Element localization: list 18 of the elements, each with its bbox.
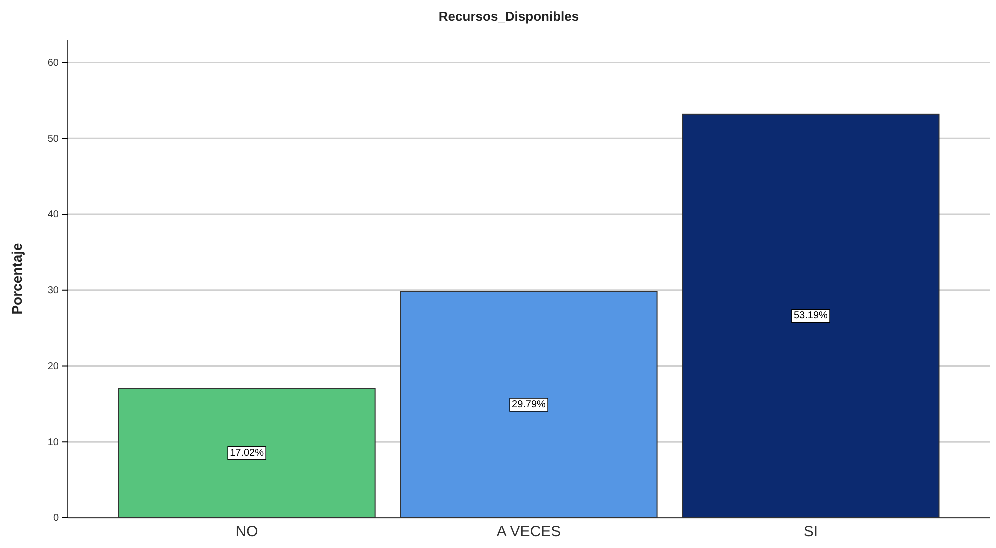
y-tick-label: 20 bbox=[48, 361, 60, 372]
x-tick-label: SI bbox=[804, 524, 818, 541]
y-tick-label: 30 bbox=[48, 286, 60, 297]
bar bbox=[118, 388, 376, 518]
y-axis-title: Porcentaje bbox=[9, 242, 25, 315]
bar bbox=[682, 114, 940, 518]
data-label: 29.79% bbox=[512, 399, 546, 410]
y-tick-label: 10 bbox=[48, 437, 60, 448]
y-tick-label: 50 bbox=[48, 134, 60, 145]
chart-title: Recursos_Disponibles bbox=[438, 9, 580, 24]
y-tick-label: 40 bbox=[48, 210, 60, 221]
data-label: 53.19% bbox=[794, 310, 828, 322]
y-tick-label: 60 bbox=[48, 58, 60, 69]
x-tick-label: A VECES bbox=[496, 524, 562, 541]
y-tick-label: 0 bbox=[53, 513, 60, 524]
data-label: 17.02% bbox=[230, 448, 264, 459]
bar bbox=[400, 291, 658, 518]
x-tick-label: NO bbox=[236, 524, 258, 541]
